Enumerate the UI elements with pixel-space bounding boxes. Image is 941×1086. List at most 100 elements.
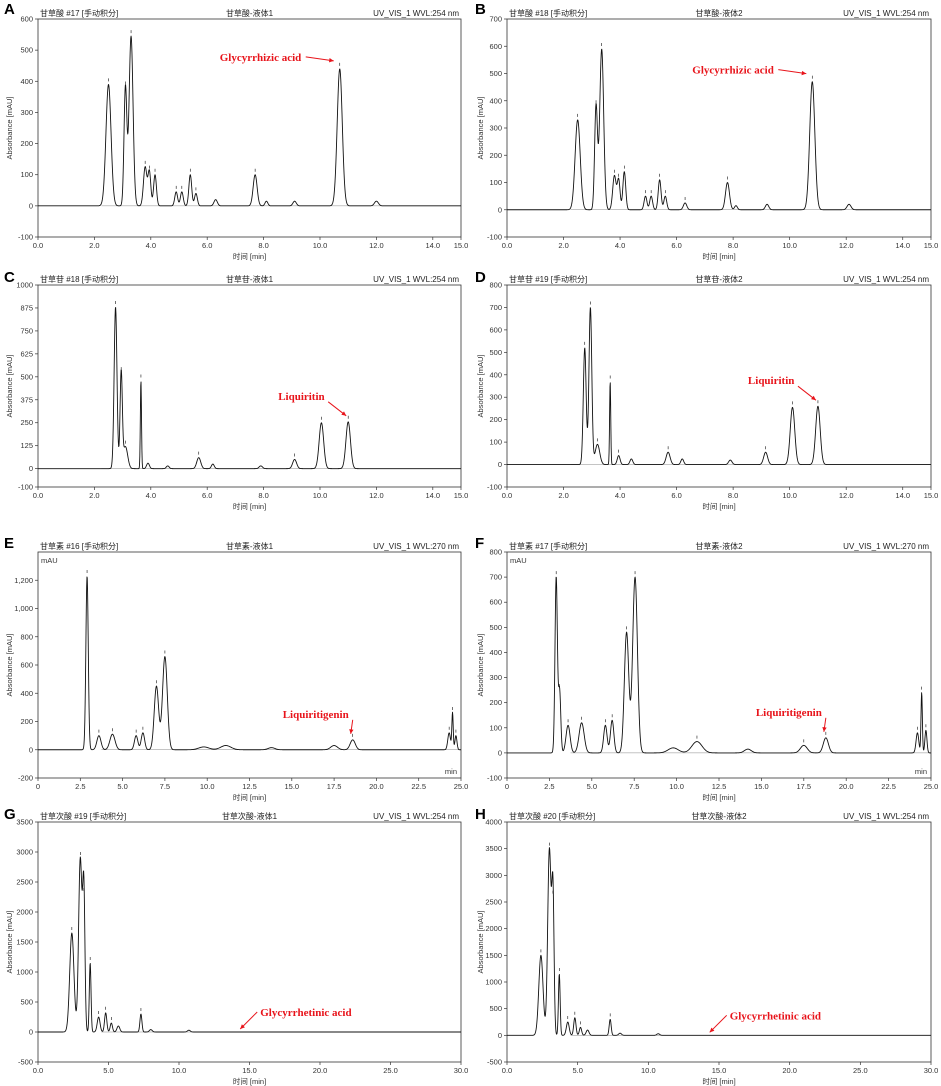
annotation-arrowhead bbox=[709, 1027, 715, 1033]
header-run-label: 甘草素 #16 [手动积分] bbox=[40, 541, 118, 551]
x-axis-label: 时间 [min] bbox=[702, 792, 735, 802]
y-tick-label: 3500 bbox=[485, 844, 502, 853]
y-tick-label: 1,200 bbox=[14, 576, 33, 585]
x-tick-label: 8.0 bbox=[258, 491, 268, 500]
x-tick-label: 10.0 bbox=[313, 491, 328, 500]
peak-annotation-label: Liquiritigenin bbox=[283, 709, 349, 721]
x-tick-label: 10.0 bbox=[313, 241, 328, 250]
x-tick-label: 5.0 bbox=[572, 1066, 582, 1075]
header-run-label: 甘草苷 #19 [手动积分] bbox=[509, 274, 587, 284]
x-tick-label: 2.0 bbox=[558, 491, 568, 500]
x-tick-label: 2.0 bbox=[558, 241, 568, 250]
x-axis-label: 时间 [min] bbox=[233, 251, 266, 261]
x-tick-label: 7.5 bbox=[629, 782, 639, 791]
x-tick-label: 2.5 bbox=[544, 782, 554, 791]
y-tick-label: 2000 bbox=[16, 908, 33, 917]
unit-label: mAU bbox=[510, 556, 527, 565]
chromatogram-panel: D 甘草苷 #19 [手动积分] 甘草苷-液体2 UV_VIS_1 WVL:254 n… bbox=[475, 269, 938, 511]
y-axis-label: Absorbance [mAU] bbox=[5, 355, 14, 418]
y-tick-label: 1,000 bbox=[14, 604, 33, 613]
chromatogram-trace bbox=[37, 576, 462, 751]
annotation-arrowhead bbox=[801, 70, 807, 76]
header-run-label: 甘草苷 #18 [手动积分] bbox=[40, 274, 118, 284]
y-tick-label: 500 bbox=[489, 348, 502, 357]
header-detector-label: UV_VIS_1 WVL:254 nm bbox=[843, 9, 929, 18]
plot-frame bbox=[506, 18, 932, 238]
y-tick-label: 0 bbox=[498, 205, 502, 214]
y-tick-label: 700 bbox=[489, 15, 502, 24]
annotation-arrow bbox=[778, 69, 807, 75]
x-tick-label: 6.0 bbox=[671, 491, 681, 500]
y-tick-label: 500 bbox=[489, 69, 502, 78]
header-detector-label: UV_VIS_1 WVL:254 nm bbox=[843, 812, 929, 821]
y-axis-label: Absorbance [mAU] bbox=[476, 911, 485, 974]
peak-annotation-label: Liquiritigenin bbox=[756, 707, 822, 719]
x-tick-label: 14.0 bbox=[895, 241, 910, 250]
panel-letter: E bbox=[4, 535, 14, 552]
header-run-label: 甘草酸 #18 [手动积分] bbox=[509, 8, 587, 18]
x-tick-label: 5.0 bbox=[587, 782, 597, 791]
y-tick-label: 1500 bbox=[485, 951, 502, 960]
x-tick-label: 14.0 bbox=[425, 241, 440, 250]
x-tick-label: 7.5 bbox=[160, 782, 170, 791]
x-tick-label: 6.0 bbox=[202, 491, 212, 500]
y-tick-label: 0 bbox=[498, 1031, 502, 1040]
y-tick-label: 200 bbox=[20, 139, 33, 148]
y-tick-label: 500 bbox=[20, 372, 33, 381]
y-tick-label: -100 bbox=[18, 233, 33, 242]
y-tick-label: 400 bbox=[489, 96, 502, 105]
y-tick-label: 500 bbox=[20, 998, 33, 1007]
y-tick-label: -500 bbox=[18, 1058, 33, 1067]
x-axis-label: 时间 [min] bbox=[702, 1076, 735, 1086]
header-run-label: 甘草素 #17 [手动积分] bbox=[509, 541, 587, 551]
y-tick-label: 1500 bbox=[16, 938, 33, 947]
y-tick-label: 625 bbox=[20, 349, 33, 358]
x-tick-label: 2.0 bbox=[89, 491, 99, 500]
annotation-arrow bbox=[305, 56, 334, 62]
x-tick-label: 12.0 bbox=[839, 491, 854, 500]
chromatogram-trace bbox=[506, 847, 932, 1036]
x-tick-label: 12.0 bbox=[369, 241, 384, 250]
x-axis-label: 时间 [min] bbox=[702, 251, 735, 261]
y-axis-label: Absorbance [mAU] bbox=[476, 355, 485, 418]
panel-letter: B bbox=[475, 1, 486, 18]
header-sample-label: 甘草苷-液体2 bbox=[695, 274, 743, 284]
y-tick-label: 200 bbox=[489, 415, 502, 424]
x-tick-label: 10.0 bbox=[669, 782, 684, 791]
peak-annotation-label: Glycyrrhizic acid bbox=[692, 65, 774, 77]
x-tick-label: 12.5 bbox=[242, 782, 257, 791]
y-tick-label: 500 bbox=[489, 1004, 502, 1013]
x-tick-label: 0.0 bbox=[502, 491, 512, 500]
annotation-arrowhead bbox=[328, 58, 334, 63]
y-tick-label: 250 bbox=[20, 418, 33, 427]
y-axis-label: Absorbance [mAU] bbox=[5, 634, 14, 697]
y-tick-label: 400 bbox=[20, 689, 33, 698]
chromatogram-trace bbox=[506, 48, 932, 211]
x-axis-label: 时间 [min] bbox=[702, 501, 735, 511]
y-tick-label: 400 bbox=[20, 77, 33, 86]
x-tick-label: 30.0 bbox=[924, 1066, 939, 1075]
header-detector-label: UV_VIS_1 WVL:254 nm bbox=[373, 9, 459, 18]
y-tick-label: 800 bbox=[489, 548, 502, 557]
x-tick-label: 20.0 bbox=[839, 782, 854, 791]
x-tick-label: 22.5 bbox=[411, 782, 426, 791]
x-tick-label: 15.0 bbox=[712, 1066, 727, 1075]
x-tick-label: 10.0 bbox=[782, 491, 797, 500]
header-sample-label: 甘草酸-液体2 bbox=[695, 8, 743, 18]
y-tick-label: 100 bbox=[489, 438, 502, 447]
x-axis-label: 时间 [min] bbox=[233, 1076, 266, 1086]
x-tick-label: 10.0 bbox=[172, 1066, 187, 1075]
y-tick-label: 750 bbox=[20, 326, 33, 335]
y-tick-label: 2500 bbox=[485, 898, 502, 907]
min-label: min bbox=[915, 767, 927, 776]
plot-frame bbox=[37, 821, 462, 1063]
y-tick-label: 300 bbox=[489, 393, 502, 402]
y-tick-label: 1000 bbox=[485, 978, 502, 987]
x-tick-label: 10.0 bbox=[200, 782, 215, 791]
panel-letter: A bbox=[4, 1, 15, 18]
y-tick-label: 400 bbox=[489, 648, 502, 657]
x-tick-label: 12.5 bbox=[712, 782, 727, 791]
x-tick-label: 20.0 bbox=[313, 1066, 328, 1075]
unit-label: mAU bbox=[41, 556, 58, 565]
